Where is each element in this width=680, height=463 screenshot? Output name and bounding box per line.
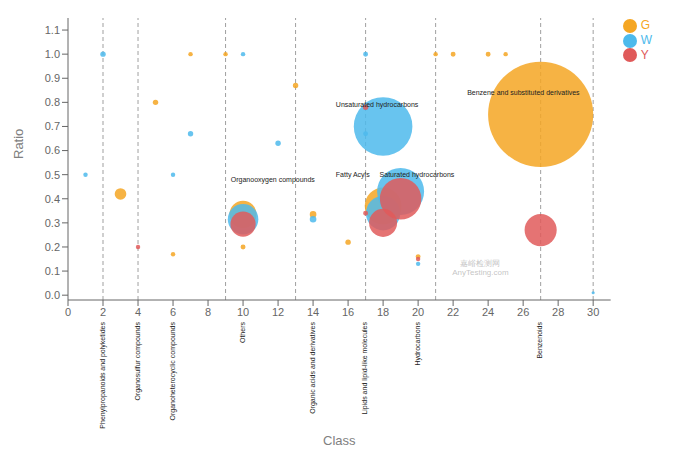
- svg-text:28: 28: [552, 306, 564, 318]
- svg-text:0.1: 0.1: [45, 265, 60, 277]
- svg-text:1.0: 1.0: [45, 48, 60, 60]
- svg-text:0.8: 0.8: [45, 96, 60, 108]
- svg-text:Unsaturated hydrocarbons: Unsaturated hydrocarbons: [336, 101, 419, 109]
- svg-text:Others: Others: [239, 322, 246, 344]
- svg-text:0.5: 0.5: [45, 169, 60, 181]
- svg-text:Organic acids and derivatives: Organic acids and derivatives: [309, 322, 317, 414]
- svg-text:26: 26: [517, 306, 529, 318]
- svg-text:16: 16: [342, 306, 354, 318]
- svg-text:24: 24: [482, 306, 494, 318]
- svg-text:0.6: 0.6: [45, 144, 60, 156]
- svg-text:22: 22: [447, 306, 459, 318]
- html-text:W: W: [640, 32, 652, 47]
- svg-text:6: 6: [170, 306, 176, 318]
- svg-text:Benzenoids: Benzenoids: [536, 322, 543, 359]
- svg-text:18: 18: [377, 306, 389, 318]
- svg-text:Ratio: Ratio: [11, 129, 26, 159]
- svg-text:0.2: 0.2: [45, 241, 60, 253]
- svg-text:8: 8: [205, 306, 211, 318]
- svg-text:Phenylpropanoids and polyketid: Phenylpropanoids and polyketides: [99, 322, 107, 429]
- svg-text:1.1: 1.1: [45, 24, 60, 36]
- svg-text:0.9: 0.9: [45, 72, 60, 84]
- html-text:G: G: [640, 18, 650, 32]
- svg-text:Organooxygen compounds: Organooxygen compounds: [231, 176, 316, 184]
- svg-text:0: 0: [65, 306, 71, 318]
- svg-text:嘉峪检测网AnyTesting.com: 嘉峪检测网AnyTesting.com: [452, 259, 509, 277]
- svg-text:0.3: 0.3: [45, 217, 60, 229]
- svg-text:4: 4: [135, 306, 141, 318]
- svg-text:Fatty Acyls: Fatty Acyls: [336, 171, 370, 179]
- svg-text:2: 2: [100, 306, 106, 318]
- svg-text:Organoheterocyclic compounds: Organoheterocyclic compounds: [169, 322, 177, 421]
- html-text:Y: Y: [640, 47, 649, 62]
- svg-text:14: 14: [307, 306, 319, 318]
- svg-text:Hydrocarbons: Hydrocarbons: [414, 322, 422, 366]
- svg-text:Lipids and lipid-like molecule: Lipids and lipid-like molecules: [361, 322, 369, 415]
- svg-text:12: 12: [272, 306, 284, 318]
- svg-text:0.7: 0.7: [45, 120, 60, 132]
- svg-text:Class: Class: [323, 433, 356, 448]
- svg-text:0.0: 0.0: [45, 289, 60, 301]
- svg-text:Organosulfur compounds: Organosulfur compounds: [134, 322, 142, 401]
- svg-text:Benzene and substituted deriva: Benzene and substituted derivatives: [467, 89, 580, 96]
- svg-text:0.4: 0.4: [45, 193, 60, 205]
- svg-text:10: 10: [237, 306, 249, 318]
- svg-text:20: 20: [412, 306, 424, 318]
- svg-text:Saturated hydrocarbons: Saturated hydrocarbons: [380, 171, 455, 179]
- svg-text:30: 30: [587, 306, 599, 318]
